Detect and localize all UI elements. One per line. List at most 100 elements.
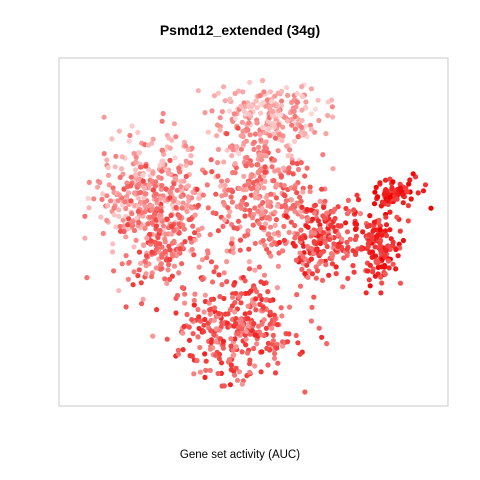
data-point (236, 294, 242, 300)
data-point (351, 269, 357, 275)
data-point (239, 349, 245, 355)
data-point (293, 332, 299, 339)
data-point (136, 176, 142, 182)
data-point (377, 180, 383, 186)
data-point (201, 309, 207, 315)
data-point (286, 331, 292, 337)
data-point (166, 171, 173, 177)
data-point (242, 213, 248, 219)
data-point (264, 345, 270, 351)
data-point (261, 317, 267, 323)
data-point (285, 153, 291, 159)
data-point (252, 267, 258, 273)
data-point (294, 292, 300, 298)
data-point (119, 154, 125, 160)
data-point (209, 169, 215, 175)
data-point (217, 294, 223, 300)
data-point (298, 160, 304, 166)
data-point (305, 224, 311, 230)
data-point (207, 346, 213, 352)
data-point (208, 339, 214, 345)
data-point (309, 304, 315, 310)
data-point (272, 135, 279, 141)
data-point (144, 235, 150, 241)
data-point (396, 241, 402, 247)
data-point (163, 231, 169, 237)
data-point (260, 210, 266, 216)
data-point (344, 229, 351, 235)
data-point (280, 124, 286, 130)
data-point (190, 331, 196, 337)
data-point (308, 229, 314, 235)
data-point (257, 293, 263, 299)
data-point (298, 198, 304, 204)
data-point (222, 187, 228, 193)
data-point (120, 217, 126, 223)
data-point (82, 213, 88, 219)
data-point (238, 146, 244, 152)
data-point (225, 205, 231, 211)
data-point (195, 306, 201, 313)
data-point (224, 131, 230, 137)
data-point (215, 90, 221, 96)
data-point (229, 241, 235, 247)
data-point (305, 274, 311, 280)
data-point (272, 93, 278, 99)
data-point (278, 112, 284, 118)
data-point (303, 105, 309, 111)
data-point (233, 344, 239, 350)
data-point (205, 250, 211, 256)
data-point (317, 198, 323, 204)
data-point (329, 114, 336, 120)
data-point (397, 185, 403, 191)
data-point (252, 131, 258, 137)
data-point (397, 228, 403, 234)
data-point (402, 185, 408, 191)
data-point (408, 196, 414, 202)
data-point (369, 235, 375, 241)
data-point (238, 317, 244, 323)
data-point (189, 246, 195, 253)
data-point (195, 88, 201, 94)
data-point (262, 144, 268, 150)
data-point (210, 210, 216, 216)
data-point (207, 311, 213, 317)
data-point (128, 183, 134, 189)
data-point (126, 216, 132, 222)
data-point (242, 233, 248, 239)
data-point (372, 244, 378, 250)
data-point (262, 178, 268, 184)
data-point (222, 191, 229, 198)
data-point (386, 265, 392, 271)
data-point (283, 213, 289, 219)
data-point (283, 198, 289, 204)
data-point (167, 276, 173, 282)
data-point (136, 181, 142, 188)
data-point (254, 178, 260, 184)
data-point (106, 182, 112, 188)
data-point (263, 103, 269, 109)
data-point (239, 326, 245, 332)
data-point (242, 278, 248, 284)
data-point (172, 155, 178, 161)
data-point (113, 224, 119, 230)
data-point (243, 336, 249, 342)
data-point (358, 246, 364, 252)
data-point (304, 165, 310, 171)
data-point (215, 370, 221, 377)
data-point (270, 108, 276, 114)
data-point (191, 302, 197, 308)
data-point (265, 362, 271, 368)
data-point (201, 322, 207, 328)
data-point (382, 177, 389, 183)
data-point (255, 184, 261, 190)
data-point (372, 253, 379, 259)
data-point (217, 115, 223, 121)
data-point (309, 271, 315, 277)
data-point (116, 288, 122, 294)
data-point (307, 188, 313, 195)
data-point (290, 171, 296, 177)
data-point (141, 185, 147, 191)
data-point (111, 212, 117, 218)
data-point (275, 230, 281, 236)
